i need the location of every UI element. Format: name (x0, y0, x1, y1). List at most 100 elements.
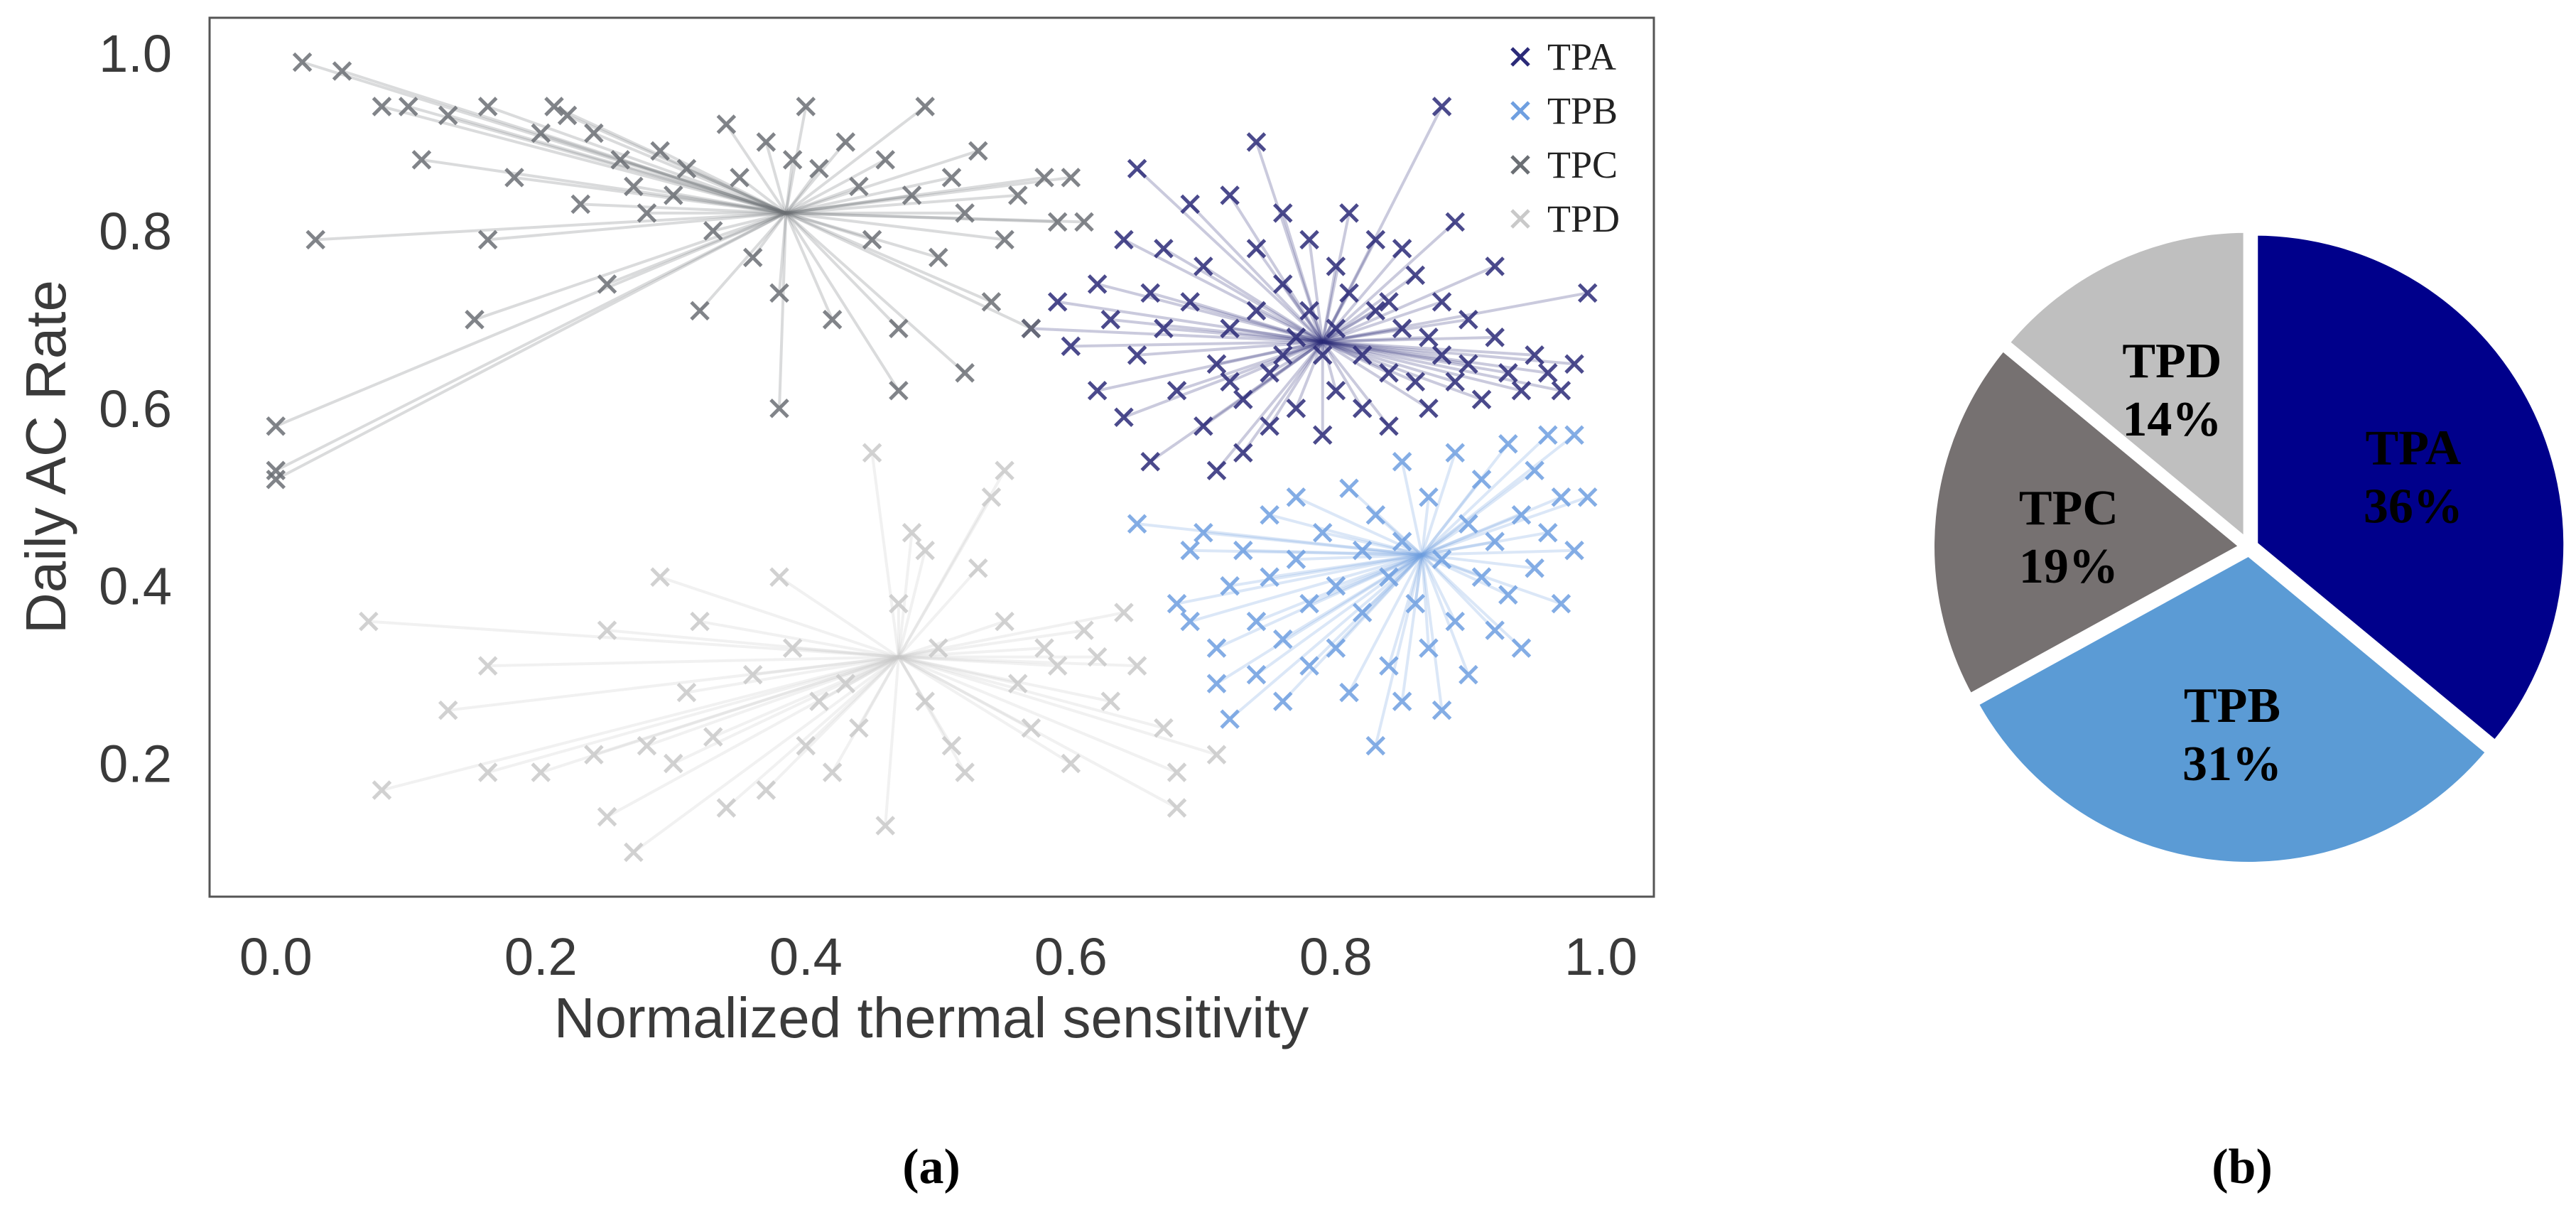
data-point-tpc (889, 381, 909, 401)
data-point-tpc (531, 123, 551, 144)
data-point-tpb (1445, 611, 1465, 632)
data-point-tpa (1194, 416, 1213, 436)
connector-line-tpc (408, 105, 786, 215)
connector-line-tpa (1123, 340, 1324, 419)
legend-marker-tpc (1510, 155, 1530, 175)
x-tick-label: 0.0 (239, 927, 313, 986)
data-point-tpd (1167, 798, 1187, 818)
connector-line-tpb (1420, 554, 1470, 676)
data-point-tpc (266, 469, 286, 490)
connector-line-tpb (1421, 513, 1522, 556)
data-point-tpd (624, 842, 644, 863)
pie-slice-tpb (1969, 548, 2495, 869)
data-point-tpc (584, 123, 604, 144)
connector-line-tpd (607, 629, 899, 659)
data-point-tpd (690, 611, 710, 632)
data-point-tpb (1339, 682, 1359, 703)
connector-line-tpc (784, 212, 834, 320)
data-point-tpb (1365, 735, 1386, 756)
data-point-tpd (968, 558, 988, 578)
data-point-tpa (1260, 363, 1279, 383)
connector-line-tpc (540, 131, 786, 215)
data-point-tpc (862, 229, 882, 250)
data-point-tpa (1140, 451, 1161, 472)
data-point-tpc (544, 97, 564, 117)
data-point-tpa (1100, 310, 1121, 330)
connector-line-tpa (1322, 340, 1456, 384)
connector-line-tpd (845, 655, 899, 685)
data-point-tpc (769, 399, 789, 418)
connector-line-tpa (1268, 341, 1324, 427)
data-point-tpd (1061, 753, 1081, 774)
data-point-tpa (1564, 354, 1584, 374)
connector-line-tpc (553, 105, 787, 215)
data-point-tpa (1180, 292, 1200, 312)
data-point-tpa (1114, 229, 1134, 250)
connector-line-tpa (1281, 212, 1324, 342)
connector-line-tpd (898, 647, 939, 659)
data-point-tpa (1194, 256, 1213, 276)
data-point-tpb (1286, 549, 1306, 569)
pie-label-tpb: TPB (2184, 679, 2280, 733)
legend: TPA TPB TPC TPD (1510, 36, 1620, 240)
connector-line-tpc (315, 211, 786, 242)
x-tick-label: 0.6 (1034, 927, 1108, 986)
connector-line-tpc (786, 175, 1045, 215)
connector-line-tpc (381, 105, 786, 215)
connector-line-tpa (1215, 340, 1324, 472)
data-point-tpb (1432, 549, 1452, 569)
connector-line-tpd (381, 655, 899, 792)
data-point-tpc (995, 229, 1014, 250)
connector-line-tpb (1334, 553, 1424, 649)
data-point-tpb (1485, 531, 1505, 551)
data-point-tpb (1220, 709, 1240, 729)
connector-line-tpa (1321, 106, 1444, 342)
data-point-tpa (1379, 416, 1399, 436)
data-point-tpc (1034, 168, 1054, 188)
connector-line-tpb (1421, 443, 1510, 556)
data-point-tpc (477, 97, 498, 117)
connector-line-tpd (368, 620, 899, 659)
data-point-tpd (1047, 656, 1068, 676)
data-point-tpa (1459, 354, 1478, 374)
data-point-tpa (1272, 274, 1293, 294)
data-point-tpa (1299, 301, 1319, 321)
data-point-tpa (1154, 318, 1174, 339)
connector-line-tpd (898, 620, 1005, 659)
connector-line-tpc (275, 212, 787, 481)
connector-line-tpd (593, 655, 899, 756)
data-point-tpa (1220, 372, 1240, 392)
connector-line-tpa (1322, 340, 1483, 401)
connector-line-tpa (1321, 265, 1495, 343)
connector-line-tpa (1322, 335, 1495, 344)
data-point-tpc (955, 203, 975, 223)
connector-line-tpa (1255, 309, 1324, 343)
data-point-tpb (1459, 664, 1478, 685)
connector-line-tpb (1295, 495, 1423, 556)
connector-line-tpc (764, 141, 788, 214)
connector-line-tpc (785, 212, 992, 303)
connector-line-tpc (785, 185, 860, 215)
data-point-tpa (1405, 372, 1426, 392)
data-point-tpa (1140, 283, 1161, 303)
data-point-tpa (1326, 256, 1346, 276)
connector-line-tpa (1071, 340, 1323, 348)
data-point-tpa (1312, 425, 1333, 445)
data-point-tpd (941, 735, 962, 756)
data-point-tpd (1206, 745, 1227, 765)
data-point-tpd (849, 718, 869, 738)
connector-line-tpc (778, 212, 788, 409)
data-point-tpd (889, 593, 909, 614)
connector-line-tpa (1110, 318, 1323, 344)
connector-line-tpa (1321, 340, 1390, 374)
connector-line-tpc (786, 211, 1085, 224)
data-point-tpc (889, 318, 909, 339)
connector-line-tpb (1421, 553, 1522, 649)
connector-line-tpa (1322, 340, 1442, 357)
data-point-tpa (1220, 318, 1240, 339)
data-point-tpc (664, 185, 683, 205)
data-point-tpb (1220, 576, 1240, 596)
connector-line-tpa (1322, 340, 1469, 366)
data-point-tpa (1047, 292, 1068, 312)
